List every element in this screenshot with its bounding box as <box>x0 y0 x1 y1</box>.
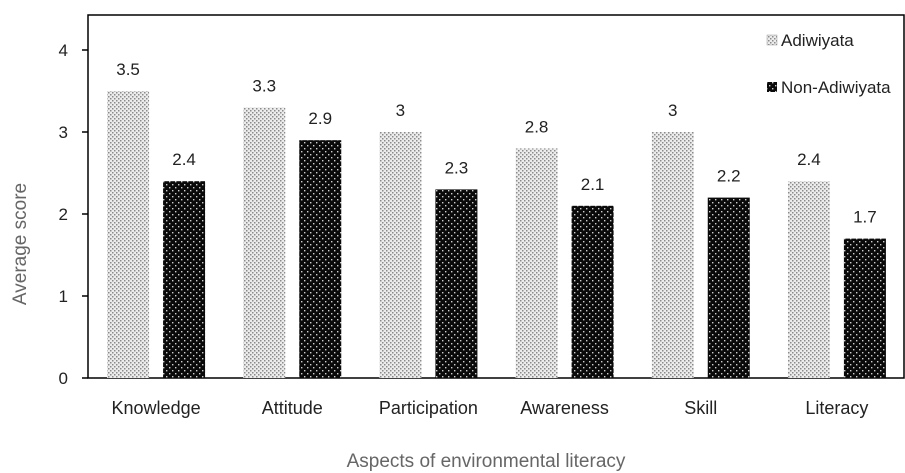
y-tick-label: 3 <box>59 123 68 142</box>
bar-adiwiyata <box>243 107 286 379</box>
y-tick-label: 2 <box>59 205 68 224</box>
bar-adiwiyata <box>107 91 150 378</box>
x-axis-title: Aspects of environmental literacy <box>347 451 626 472</box>
legend-label-non-adiwiyata: Non-Adiwiyata <box>781 78 891 97</box>
bar-non-adiwiyata <box>163 181 206 378</box>
plot-frame <box>87 14 905 379</box>
bar-non-adiwiyata <box>299 140 342 378</box>
data-label: 2.4 <box>172 150 196 169</box>
y-axis-title: Average score <box>10 183 31 305</box>
data-label: 2.3 <box>445 158 469 177</box>
data-label: 2.2 <box>717 167 741 186</box>
data-label: 2.4 <box>797 150 821 169</box>
data-label: 1.7 <box>853 208 877 227</box>
x-tick-label: Awareness <box>520 398 609 418</box>
data-label: 2.9 <box>308 109 332 128</box>
data-label: 2.8 <box>525 117 549 136</box>
bar-non-adiwiyata <box>843 238 886 378</box>
data-label: 3.3 <box>252 76 276 95</box>
bar-adiwiyata <box>787 181 830 378</box>
legend-swatch-non-adiwiyata <box>767 82 777 92</box>
y-tick-label: 1 <box>59 287 68 306</box>
bar-non-adiwiyata <box>435 189 478 378</box>
bar-adiwiyata <box>379 132 422 378</box>
data-label: 3 <box>668 101 677 120</box>
bar-adiwiyata <box>651 132 694 378</box>
data-label: 2.1 <box>581 175 605 194</box>
x-tick-label: Attitude <box>262 398 323 418</box>
legend-label-adiwiyata: Adiwiyata <box>781 31 854 50</box>
legend-swatch-adiwiyata <box>766 34 778 46</box>
x-tick-label: Skill <box>684 398 717 418</box>
legend: Adiwiyata Non-Adiwiyata <box>766 31 891 97</box>
bar-non-adiwiyata <box>571 205 614 378</box>
y-tick-label: 4 <box>59 41 68 60</box>
y-tick-label: 0 <box>59 369 68 388</box>
x-tick-label: Knowledge <box>112 398 201 418</box>
x-tick-label: Literacy <box>805 398 868 418</box>
data-label: 3 <box>396 101 405 120</box>
bar-non-adiwiyata <box>707 197 750 378</box>
plot-area: 0 1 2 3 4 3.5 2.4 Knowledge 3.3 2.9 Attitude 3 2.3 Pa… <box>59 14 905 418</box>
x-tick-label: Participation <box>379 398 478 418</box>
bar-adiwiyata <box>515 148 558 378</box>
data-label: 3.5 <box>116 60 140 79</box>
